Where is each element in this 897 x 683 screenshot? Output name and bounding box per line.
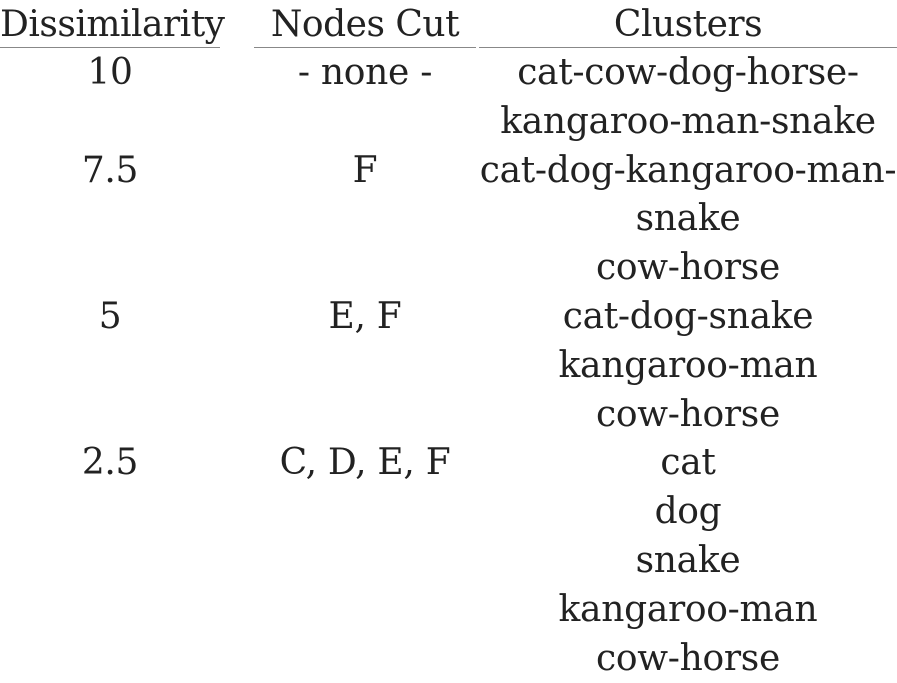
table-row: 7.5 F cat-dog-kangaroo-man- snake cow-ho… [0,147,897,293]
cluster-label: cow-horse [596,637,780,679]
nodes-cut-cell: - none - [297,52,433,93]
dissimilarity-cell: 2.5 [81,442,139,484]
nodes-cut-cell: C, D, E, F [279,442,451,484]
clusters-cell: cat-dog-kangaroo-man- snake cow-horse [479,147,897,293]
nodes-cut-cell: E, F [328,295,402,337]
cluster-label: kangaroo-man [558,344,818,386]
cluster-label: cat-dog-snake [562,295,814,337]
header-clusters: Clusters [479,1,897,48]
cluster-label: kangaroo-man [558,588,818,630]
dissimilarity-cell: 5 [98,295,122,337]
cluster-label: cow-horse [596,247,780,289]
nodes-cut-cell: F [352,149,378,191]
dissimilarity-cell: 7.5 [81,149,139,191]
clusters-cell: cat-dog-snake kangaroo-man cow-horse [479,293,897,439]
table-row: 10 - none - cat-cow-dog-horse- kangaroo-… [0,49,897,147]
clusters-cell: cat-cow-dog-horse- kangaroo-man-snake [479,49,897,147]
dissimilarity-cell: 10 [87,52,133,93]
cluster-label: cat-dog-kangaroo-man- [479,149,897,191]
table-row: 2.5 C, D, E, F cat dog snake kangaroo-ma… [0,439,897,683]
cluster-label: snake [635,198,741,240]
table-row: 5 E, F cat-dog-snake kangaroo-man cow-ho… [0,293,897,439]
table-body: 10 - none - cat-cow-dog-horse- kangaroo-… [0,49,897,683]
cluster-label: dog [654,491,722,533]
table-header-row: Dissimilarity Nodes Cut Clusters [0,0,897,48]
header-dissimilarity: Dissimilarity [0,1,225,48]
cluster-label: kangaroo-man-snake [500,100,876,142]
cluster-label: cat [660,442,716,484]
cluster-label: cat-cow-dog-horse- [517,52,859,93]
cluster-label: snake [635,539,741,581]
clusters-cell: cat dog snake kangaroo-man cow-horse [479,439,897,683]
header-nodes-cut: Nodes Cut [254,1,476,48]
cluster-label: cow-horse [596,393,780,435]
